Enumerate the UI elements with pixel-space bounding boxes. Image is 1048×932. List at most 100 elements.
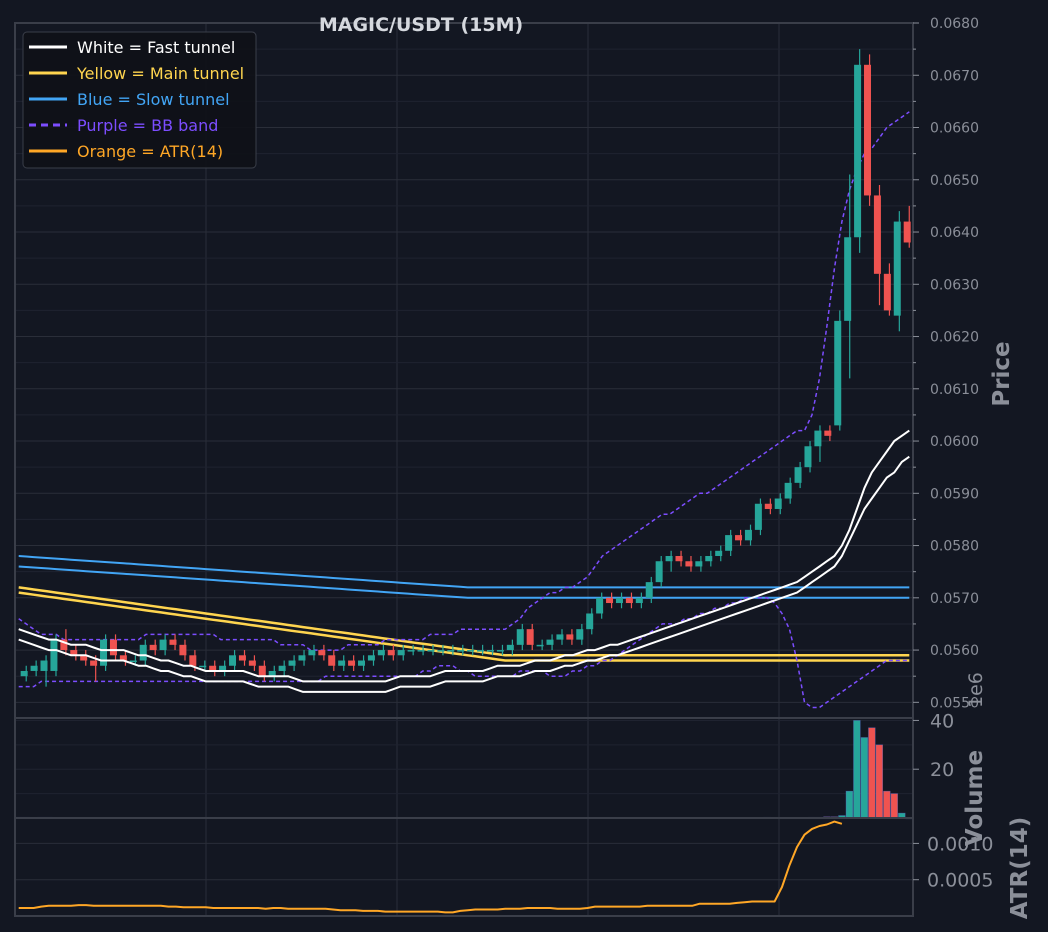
candle <box>387 644 395 661</box>
price-tick-label: 0.0560 <box>930 643 979 659</box>
candle-body <box>219 665 227 671</box>
candle <box>119 650 127 666</box>
candle-body <box>169 639 177 645</box>
candle-body <box>109 639 117 656</box>
candle <box>725 529 733 557</box>
candle <box>278 660 286 677</box>
candle-body <box>248 660 256 666</box>
candle-body <box>864 64 872 196</box>
slow-tunnel-upper <box>18 555 910 589</box>
candle <box>367 650 375 666</box>
candle-body <box>655 561 663 583</box>
candle <box>873 184 881 306</box>
price-tick-label: 0.0550 <box>930 695 979 711</box>
atr-axis-label: ATR(14) <box>1007 817 1033 919</box>
candle <box>159 634 167 656</box>
main-tunnel-upper <box>18 586 910 657</box>
candle-body <box>199 665 207 668</box>
legend-item: White = Fast tunnel <box>29 38 235 57</box>
candle-body <box>70 650 78 656</box>
candle <box>407 644 415 656</box>
candle-body <box>20 670 28 677</box>
candle-body <box>209 665 217 671</box>
candle-body <box>417 650 425 652</box>
candle-body <box>735 535 743 541</box>
candle <box>100 634 108 671</box>
candle-body <box>258 665 266 677</box>
candle <box>744 524 752 546</box>
price-tick-label: 0.0680 <box>930 16 979 32</box>
candle <box>576 623 584 645</box>
fast-tunnel-upper <box>18 429 910 683</box>
candle-body <box>596 597 604 614</box>
candle-body <box>794 467 802 483</box>
candle-body <box>467 650 475 652</box>
candle-body <box>30 665 38 671</box>
candle-body <box>576 629 584 640</box>
atr-panel <box>18 820 843 914</box>
candle <box>417 644 425 656</box>
volume-bar <box>868 727 876 819</box>
candle <box>824 425 832 442</box>
atr-line <box>18 820 843 914</box>
candle <box>437 644 445 656</box>
candle-body <box>50 639 58 671</box>
legend: White = Fast tunnel Yellow = Main tunnel B… <box>22 31 257 169</box>
candle <box>804 441 812 473</box>
candle-body <box>854 64 862 238</box>
candle-body <box>189 655 197 666</box>
candle-body <box>427 650 435 652</box>
candle <box>625 592 633 609</box>
candle-body <box>586 613 594 630</box>
candle-body <box>407 650 415 652</box>
candle-body <box>844 237 852 321</box>
price-panel <box>18 49 911 709</box>
candle-body <box>665 556 673 562</box>
candle-body <box>387 650 395 656</box>
candle <box>298 650 306 666</box>
candle <box>486 644 494 656</box>
candle <box>645 576 653 604</box>
candle <box>199 660 207 671</box>
candle-body <box>556 634 564 640</box>
volume-bar <box>853 720 861 819</box>
candle-body <box>546 639 554 645</box>
candle <box>496 644 504 656</box>
candle-body <box>625 597 633 604</box>
candle-body <box>873 195 881 274</box>
candle <box>546 634 554 651</box>
candle-body <box>903 221 911 243</box>
legend-item: Purple = BB band <box>29 116 218 135</box>
candle <box>258 660 266 682</box>
candle <box>169 634 177 651</box>
candle <box>735 529 743 546</box>
candle <box>248 655 256 671</box>
candle <box>784 477 792 504</box>
candle <box>377 644 385 661</box>
candle-body <box>367 655 375 661</box>
candle-body <box>377 650 385 656</box>
candle-body <box>635 597 643 604</box>
candle <box>338 655 346 671</box>
candle <box>238 650 246 666</box>
volume-bar <box>890 793 898 819</box>
volume-tick-label: 20 <box>930 759 954 781</box>
volume-bar <box>875 744 883 819</box>
candle-body <box>566 634 574 640</box>
candle-body <box>486 650 494 652</box>
candle-body <box>685 561 693 567</box>
candle-body <box>516 629 524 645</box>
candle-body <box>526 629 534 645</box>
price-tick-label: 0.0670 <box>930 68 979 84</box>
candle <box>288 655 296 671</box>
candle <box>615 592 623 609</box>
candle <box>357 655 365 671</box>
volume-axis-label: Volume <box>962 750 988 846</box>
candle-body <box>893 221 901 316</box>
candle-body <box>268 670 276 677</box>
candle-body <box>397 650 405 656</box>
candle <box>229 650 237 671</box>
candle-body <box>824 430 832 436</box>
bb-upper <box>18 111 910 651</box>
candle <box>80 650 88 666</box>
